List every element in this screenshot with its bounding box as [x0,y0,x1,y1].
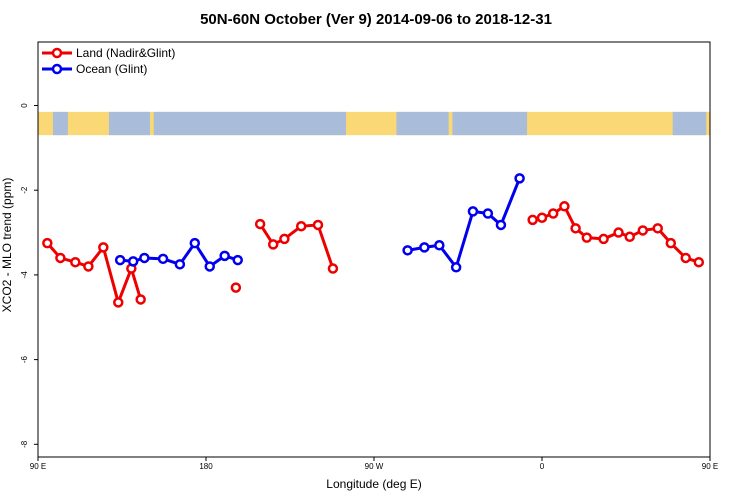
data-point [42,237,53,249]
map-strip [38,111,710,136]
x-axis-ticks: 90 E 180 90 W 0 90 E [30,457,718,471]
x-tick-label: 180 [199,462,213,471]
data-point [113,297,124,308]
data-point [434,240,445,251]
data-point [450,262,462,273]
series-0 [42,201,705,308]
data-point [232,254,243,266]
y-axis-label: XCO2 - MLO trend (ppm) [0,178,14,313]
data-point [70,256,81,268]
data-point [219,250,230,262]
legend-label-ocean: Ocean (Glint) [76,62,147,76]
legend: Land (Nadir&Glint) Ocean (Glint) [42,46,175,76]
data-point [83,261,94,272]
series-line [46,242,143,304]
data-point [174,259,186,270]
legend-marker-ocean [51,63,63,75]
data-point [204,261,215,272]
data-point [613,227,624,238]
data-marks [42,173,705,308]
data-point [254,218,266,230]
data-point [139,252,150,264]
map-strip-ocean [52,111,68,136]
legend-entry-ocean: Ocean (Glint) [42,62,147,76]
data-point [230,282,242,293]
data-point [114,254,126,266]
data-point [419,242,430,253]
x-tick-label: 90 E [702,462,718,471]
data-point [581,232,593,243]
legend-marker-land [51,47,63,59]
data-point [127,256,139,267]
data-point [536,212,548,223]
data-point [295,220,307,232]
data-point [402,245,413,256]
y-axis-ticks: 0 -2 -4 -6 -8 [20,103,38,448]
data-point [55,252,66,264]
data-point [693,256,705,268]
data-point [624,231,635,243]
legend-entry-land: Land (Nadir&Glint) [42,46,175,60]
map-strip-ocean [396,111,449,136]
data-point [637,225,649,236]
map-strip-ocean [153,111,346,136]
y-tick-label: -6 [20,356,29,364]
data-point [495,219,507,231]
data-point [98,242,109,253]
data-point [680,252,691,264]
data-point [652,223,663,234]
data-point [189,237,201,249]
plot-area-border [37,41,711,458]
data-point [665,237,677,249]
map-strip-ocean [672,111,707,136]
data-point [467,206,479,217]
y-tick-label: -8 [20,440,29,448]
data-point [312,219,324,231]
data-point [570,223,581,234]
x-tick-label: 0 [540,462,545,471]
data-point [598,233,609,245]
legend-label-land: Land (Nadir&Glint) [76,46,175,60]
series-1 [114,173,525,273]
x-tick-label: 90 W [365,462,384,471]
y-tick-label: -4 [20,271,29,279]
data-point [547,208,559,219]
data-point [267,239,279,250]
y-tick-label: 0 [20,103,29,108]
data-point [135,294,146,305]
data-point [327,263,339,274]
data-point [482,208,494,219]
data-point [279,233,290,245]
map-strip-ocean [108,111,150,136]
chart-title: 50N-60N October (Ver 9) 2014-09-06 to 20… [200,11,552,28]
data-point [157,253,169,265]
data-point [514,173,525,184]
map-strip-ocean [452,111,528,136]
y-tick-label: -2 [20,186,29,194]
data-point [559,201,570,212]
x-axis-label: Longitude (deg E) [326,477,421,491]
x-tick-label: 90 E [30,462,46,471]
data-point [527,214,538,226]
